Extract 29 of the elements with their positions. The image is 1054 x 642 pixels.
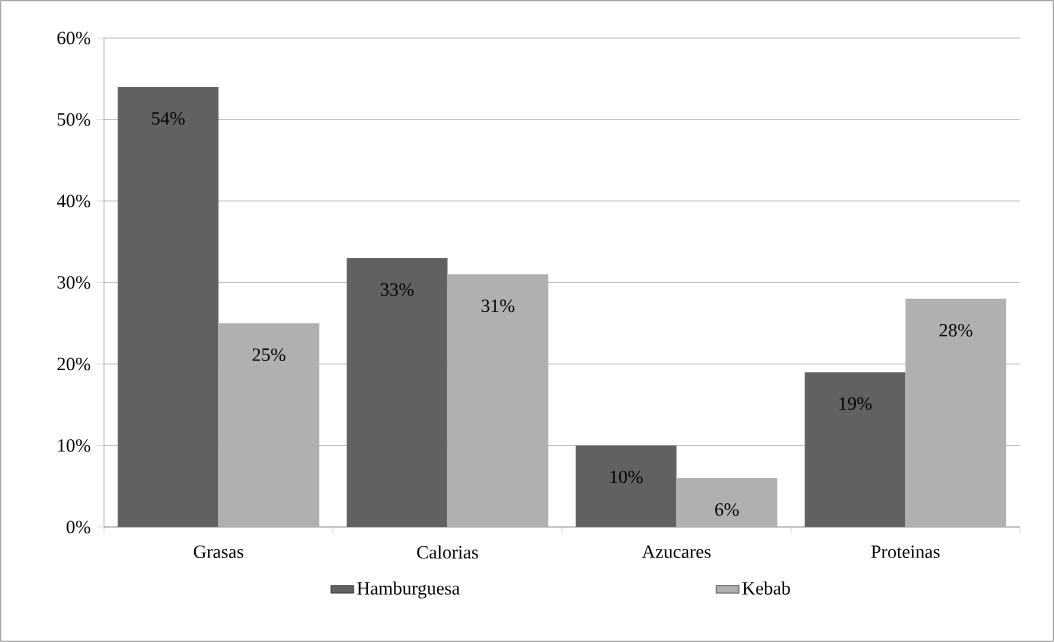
bar — [676, 478, 778, 527]
data-label: 19% — [839, 397, 872, 410]
y-tick-label: 50% — [57, 113, 91, 126]
data-label: 33% — [380, 283, 414, 296]
x-tick-label: Proteinas — [871, 545, 940, 559]
data-label: 6% — [715, 503, 739, 516]
bar — [804, 372, 906, 527]
y-tick-label: 30% — [57, 276, 91, 289]
data-label: 31% — [481, 299, 515, 313]
data-label: 54% — [152, 112, 185, 125]
legend-label: Hamburguesa — [357, 581, 460, 599]
data-label: 28% — [939, 323, 973, 337]
y-tick-label: 0% — [66, 520, 91, 534]
y-tick-label: 20% — [57, 357, 91, 371]
y-tick-label: 40% — [56, 194, 91, 208]
bar — [346, 258, 448, 527]
bar — [447, 274, 549, 527]
x-tick-label: Grasas — [193, 545, 244, 559]
data-label: 10% — [610, 470, 643, 484]
y-tick-label: 10% — [58, 439, 91, 452]
x-tick-label: Calorias — [417, 545, 478, 559]
bar — [905, 298, 1007, 527]
legend-label: Kebab — [742, 581, 790, 595]
data-label: 25% — [252, 348, 286, 362]
bar — [117, 86, 219, 527]
bar — [575, 445, 677, 527]
y-tick-label: 60% — [57, 31, 91, 45]
x-tick-label: Azucares — [641, 545, 711, 558]
bar — [218, 323, 320, 527]
